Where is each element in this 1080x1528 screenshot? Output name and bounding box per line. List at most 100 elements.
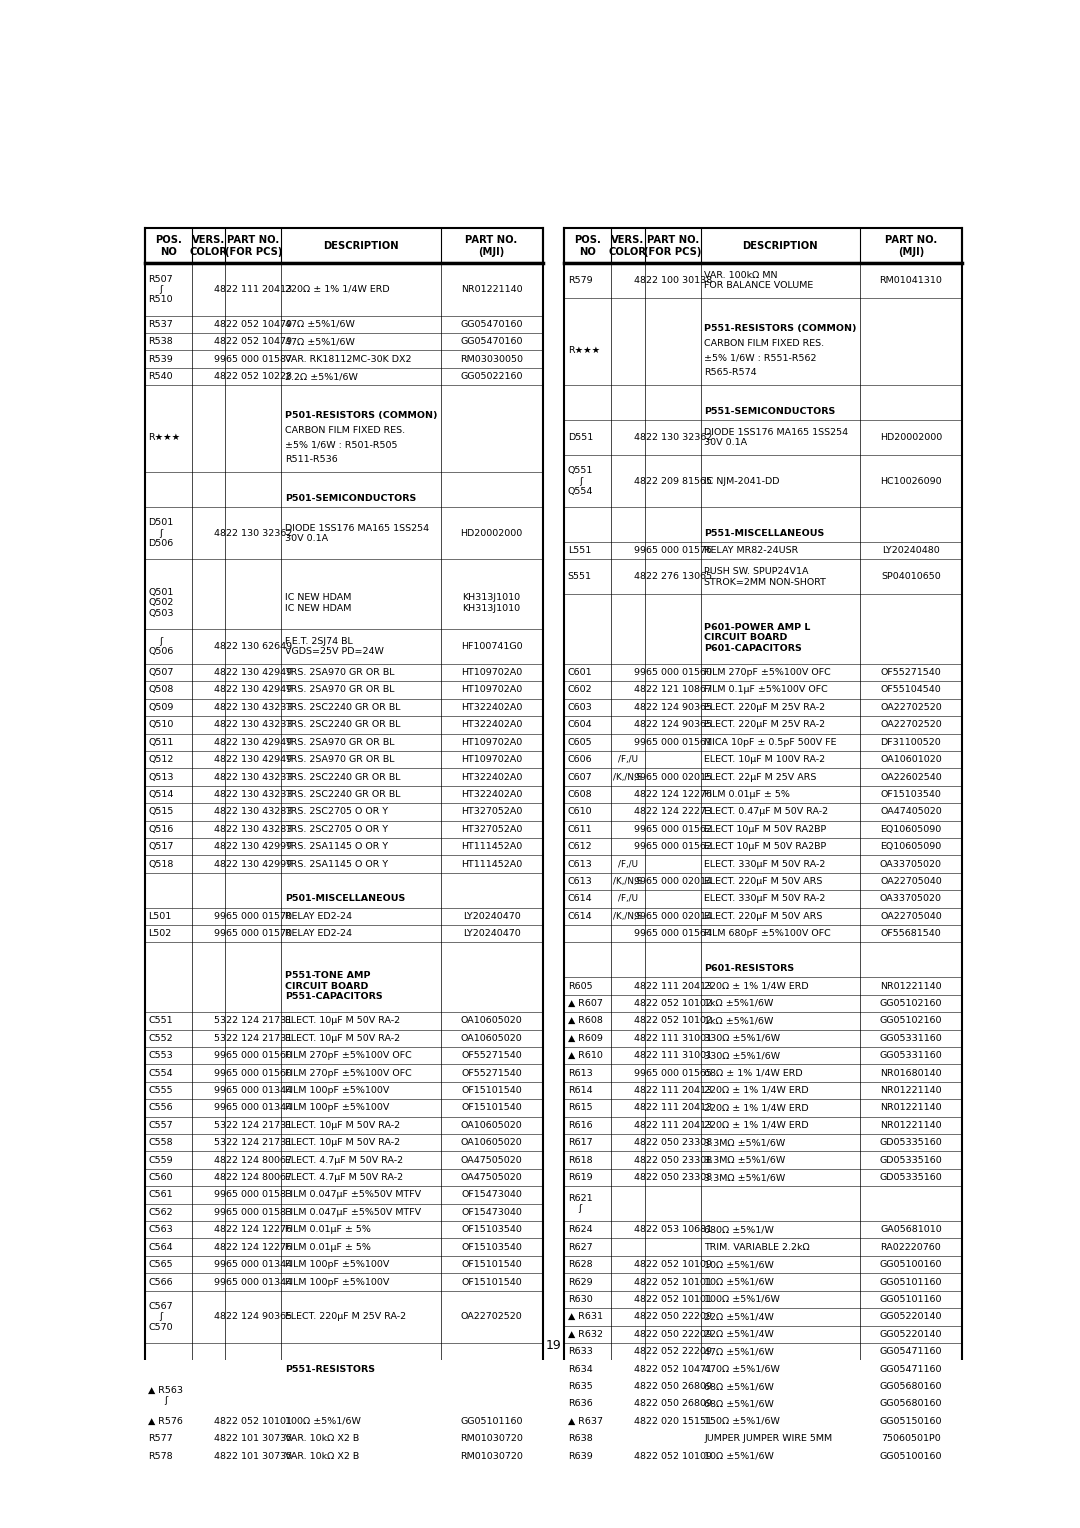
Text: HT109702A0: HT109702A0 xyxy=(461,755,523,764)
Text: 100Ω ±5%1/6W: 100Ω ±5%1/6W xyxy=(285,1416,361,1426)
Text: 9965 000 01564: 9965 000 01564 xyxy=(634,929,712,938)
Text: 3.3MΩ ±5%1/6W: 3.3MΩ ±5%1/6W xyxy=(704,1138,785,1148)
Text: OA10605020: OA10605020 xyxy=(461,1034,523,1042)
Text: 4822 209 81565: 4822 209 81565 xyxy=(634,477,712,486)
Text: R537: R537 xyxy=(148,319,173,329)
Text: C607: C607 xyxy=(568,773,592,781)
Text: 4822 050 26809: 4822 050 26809 xyxy=(634,1400,712,1409)
Text: RELAY ED2-24: RELAY ED2-24 xyxy=(285,929,352,938)
Text: 9965 000 01344: 9965 000 01344 xyxy=(214,1261,293,1270)
Text: 4822 124 90365: 4822 124 90365 xyxy=(214,1313,293,1322)
Text: RM01030720: RM01030720 xyxy=(460,1435,523,1444)
Text: C554: C554 xyxy=(148,1068,173,1077)
Text: ▲ R631: ▲ R631 xyxy=(568,1313,603,1322)
Text: FILM 0.047μF ±5%50V MTFV: FILM 0.047μF ±5%50V MTFV xyxy=(285,1207,421,1216)
Text: Q509: Q509 xyxy=(148,703,174,712)
Text: 9965 000 02015: 9965 000 02015 xyxy=(634,773,712,781)
Text: ▲ R610: ▲ R610 xyxy=(568,1051,603,1060)
Text: C551: C551 xyxy=(148,1016,173,1025)
Text: JUMPER JUMPER WIRE 5MM: JUMPER JUMPER WIRE 5MM xyxy=(704,1435,833,1444)
Text: Q516: Q516 xyxy=(148,825,174,834)
Text: 10Ω ±5%1/6W: 10Ω ±5%1/6W xyxy=(704,1261,774,1270)
Text: C553: C553 xyxy=(148,1051,173,1060)
Text: R617: R617 xyxy=(568,1138,592,1148)
Text: OA22705040: OA22705040 xyxy=(880,877,942,886)
Text: FILM 100pF ±5%100V: FILM 100pF ±5%100V xyxy=(285,1277,389,1287)
Text: GG05220140: GG05220140 xyxy=(879,1329,942,1339)
Text: HT111452A0: HT111452A0 xyxy=(461,842,523,851)
Text: C562: C562 xyxy=(148,1207,173,1216)
Text: 10Ω ±5%1/6W: 10Ω ±5%1/6W xyxy=(704,1277,774,1287)
Text: OF15103540: OF15103540 xyxy=(461,1225,522,1235)
Text: C564: C564 xyxy=(148,1242,173,1251)
Text: R634: R634 xyxy=(568,1365,593,1374)
Text: POS.
NO: POS. NO xyxy=(156,235,181,257)
Text: PART NO.
(MJI): PART NO. (MJI) xyxy=(465,235,517,257)
Text: /K,/N,S: /K,/N,S xyxy=(613,877,643,886)
Text: 4822 052 10102: 4822 052 10102 xyxy=(634,999,712,1008)
Bar xyxy=(145,228,542,263)
Text: ELECT. 10μF M 50V RA-2: ELECT. 10μF M 50V RA-2 xyxy=(285,1122,400,1129)
Text: 4822 101 30735: 4822 101 30735 xyxy=(214,1435,293,1444)
Text: R624: R624 xyxy=(568,1225,592,1235)
Text: IC NEW HDAM
IC NEW HDAM: IC NEW HDAM IC NEW HDAM xyxy=(285,593,351,613)
Text: FILM 270pF ±5%100V OFC: FILM 270pF ±5%100V OFC xyxy=(285,1068,411,1077)
Text: 4822 130 32362: 4822 130 32362 xyxy=(634,432,712,442)
Text: FILM 100pF ±5%100V: FILM 100pF ±5%100V xyxy=(285,1261,389,1270)
Text: TRS. 2SC2240 GR OR BL: TRS. 2SC2240 GR OR BL xyxy=(285,703,401,712)
Text: 4822 052 10228: 4822 052 10228 xyxy=(215,371,293,380)
Text: 4822 130 42949: 4822 130 42949 xyxy=(214,686,293,695)
Text: VERS.
COLOR: VERS. COLOR xyxy=(609,235,647,257)
Text: 2.2Ω ±5%1/6W: 2.2Ω ±5%1/6W xyxy=(285,371,357,380)
Text: 9965 000 01565: 9965 000 01565 xyxy=(634,1068,712,1077)
Text: 9965 000 01562: 9965 000 01562 xyxy=(634,842,712,851)
Text: 9965 000 02014: 9965 000 02014 xyxy=(634,877,712,886)
Text: 330Ω ±5%1/6W: 330Ω ±5%1/6W xyxy=(704,1034,780,1042)
Text: 4822 130 42949: 4822 130 42949 xyxy=(214,738,293,747)
Text: HT111452A0: HT111452A0 xyxy=(461,860,523,868)
Text: OA10605020: OA10605020 xyxy=(461,1122,523,1129)
Text: GG05101160: GG05101160 xyxy=(879,1277,942,1287)
Text: R635: R635 xyxy=(568,1381,593,1390)
Text: HC10026090: HC10026090 xyxy=(880,477,942,486)
Text: Q518: Q518 xyxy=(148,860,174,868)
Text: 9965 000 01560: 9965 000 01560 xyxy=(634,668,712,677)
Text: L501: L501 xyxy=(148,912,172,921)
Text: FILM 0.047μF ±5%50V MTFV: FILM 0.047μF ±5%50V MTFV xyxy=(285,1190,421,1199)
Text: DF31100520: DF31100520 xyxy=(880,738,942,747)
Text: C602: C602 xyxy=(568,686,592,695)
Text: Q511: Q511 xyxy=(148,738,174,747)
Text: FILM 100pF ±5%100V: FILM 100pF ±5%100V xyxy=(285,1103,389,1112)
Text: 47Ω ±5%1/6W: 47Ω ±5%1/6W xyxy=(704,1348,774,1357)
Text: 4822 050 26809: 4822 050 26809 xyxy=(634,1381,712,1390)
Text: 9965 000 01560: 9965 000 01560 xyxy=(215,1068,293,1077)
Text: GG05150160: GG05150160 xyxy=(879,1416,942,1426)
Text: R630: R630 xyxy=(568,1294,593,1303)
Text: 4822 130 43233: 4822 130 43233 xyxy=(214,773,293,781)
Text: 9965 000 01344: 9965 000 01344 xyxy=(214,1086,293,1096)
Text: 5322 124 21731: 5322 124 21731 xyxy=(214,1138,293,1148)
Text: ±5% 1/6W : R551-R562: ±5% 1/6W : R551-R562 xyxy=(704,353,816,362)
Text: OA10601020: OA10601020 xyxy=(880,755,942,764)
Text: PUSH SW. SPUP24V1A
STROK=2MM NON-SHORT: PUSH SW. SPUP24V1A STROK=2MM NON-SHORT xyxy=(704,567,826,587)
Text: ELECT. 330μF M 50V RA-2: ELECT. 330μF M 50V RA-2 xyxy=(704,894,825,903)
Text: C565: C565 xyxy=(148,1261,173,1270)
Text: RELAY MR82-24USR: RELAY MR82-24USR xyxy=(704,545,798,555)
Text: R540: R540 xyxy=(148,371,173,380)
Text: OA22602540: OA22602540 xyxy=(880,773,942,781)
Text: R579: R579 xyxy=(568,277,592,286)
Text: 4822 276 13065: 4822 276 13065 xyxy=(634,573,712,581)
Text: OA33705020: OA33705020 xyxy=(880,860,942,868)
Text: 4822 124 12276: 4822 124 12276 xyxy=(215,1242,293,1251)
Text: ▲ R576: ▲ R576 xyxy=(148,1416,184,1426)
Text: C612: C612 xyxy=(568,842,592,851)
Text: OF15473040: OF15473040 xyxy=(461,1190,522,1199)
Text: ʃ
Q506: ʃ Q506 xyxy=(148,637,174,656)
Text: P551-SEMICONDUCTORS: P551-SEMICONDUCTORS xyxy=(704,406,836,416)
Text: Q510: Q510 xyxy=(148,720,174,729)
Text: 4822 052 10471: 4822 052 10471 xyxy=(634,1365,712,1374)
Text: OA47505020: OA47505020 xyxy=(461,1174,523,1183)
Text: GA05681010: GA05681010 xyxy=(880,1225,942,1235)
Text: R511-R536: R511-R536 xyxy=(285,455,338,465)
Text: 4822 124 12276: 4822 124 12276 xyxy=(634,790,712,799)
